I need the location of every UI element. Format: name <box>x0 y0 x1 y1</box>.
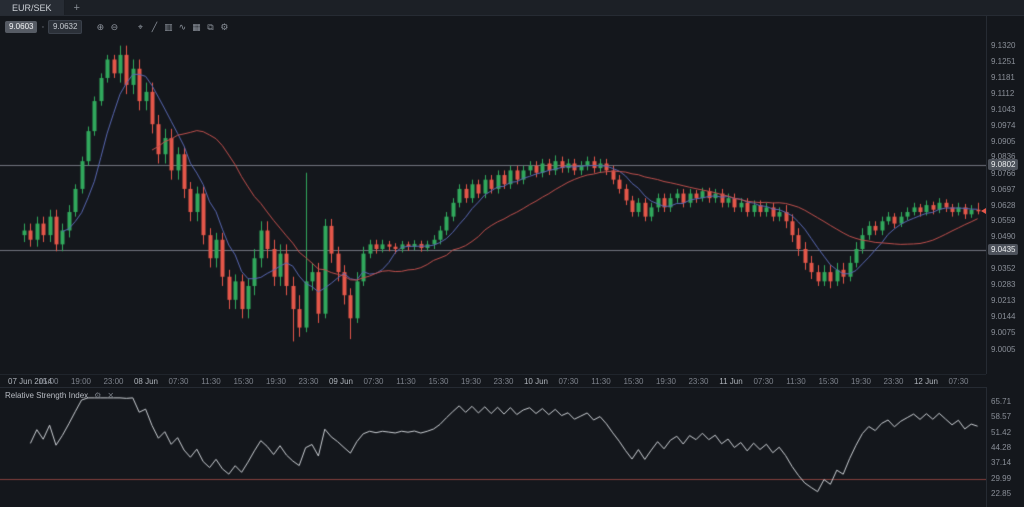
zoom-out-icon[interactable]: ⊖ <box>110 22 119 32</box>
time-axis-label: 09 Jun <box>328 377 354 386</box>
time-axis-label: 19:30 <box>850 377 872 386</box>
time-axis-label: 07:30 <box>168 377 189 386</box>
price-axis-label: 9.0005 <box>991 344 1016 354</box>
price-axis-label: 9.1181 <box>991 72 1015 82</box>
rsi-axis-label: 29.99 <box>991 473 1012 483</box>
time-axis-label: 15:30 <box>623 377 644 386</box>
time-axis[interactable]: 07 Jun 2014 15:00 19:00 23:00 08 Jun 07:30 11:… <box>0 374 986 388</box>
trendline-icon[interactable]: ╱ <box>151 22 158 32</box>
price-axis-label: 9.0213 <box>991 296 1016 306</box>
time-axis-label: 19:30 <box>460 377 482 386</box>
tab-bar: EUR/SEK + <box>0 0 1024 16</box>
time-axis-label: 07:30 <box>363 377 384 386</box>
price-axis-label: 9.1251 <box>991 56 1016 66</box>
rsi-axis-label: 44.28 <box>991 443 1012 453</box>
time-axis-label: 23:30 <box>298 377 319 386</box>
time-axis-label: 15:30 <box>428 377 449 386</box>
rsi-header: Relative Strength Index ⚙ ✕ <box>5 391 114 400</box>
price-axis-label: 9.0490 <box>991 232 1016 242</box>
grid-icon[interactable]: ▦ <box>192 22 201 32</box>
time-axis-label: 11 Jun <box>719 377 743 386</box>
time-axis-label: 23:30 <box>688 377 709 386</box>
candlestick-type-icon[interactable]: ▥ <box>164 22 173 32</box>
price-axis-label: 9.0836 <box>991 152 1016 162</box>
price-axis-label: 9.0559 <box>991 216 1016 226</box>
time-axis-label: 23:30 <box>493 377 514 386</box>
buy-price-button[interactable]: 9.0632 <box>47 20 83 34</box>
rsi-chart-canvas[interactable] <box>0 388 986 507</box>
main-chart-panel: 9.0603 ▫ 9.0632 ⊕ ⊖ ⌖ ╱ ▥ ∿ ▦ ⧉ ⚙ <box>0 15 986 374</box>
time-axis-label: 07 Jun 2014 <box>8 377 53 386</box>
rsi-axis-label: 58.57 <box>991 412 1012 422</box>
candlestick-chart-canvas[interactable] <box>0 15 986 374</box>
price-axis-label: 9.0697 <box>991 184 1016 194</box>
time-axis-label: 12 Jun <box>913 377 939 386</box>
price-axis-label: 9.1043 <box>991 104 1016 114</box>
price-axis-label: 9.0144 <box>991 312 1016 322</box>
time-axis-label: 11:30 <box>786 377 806 386</box>
time-axis-label: 07:30 <box>948 377 969 386</box>
price-axis-label: 9.0974 <box>991 120 1016 130</box>
sell-price-button[interactable]: 9.0603 <box>5 21 38 33</box>
price-axis-label: 9.0905 <box>991 136 1016 146</box>
new-tab-button[interactable]: + <box>73 1 80 14</box>
rsi-title: Relative Strength Index <box>5 391 89 400</box>
last-price-marker <box>981 208 986 215</box>
time-axis-label: 11:30 <box>201 377 221 386</box>
tab-eursek[interactable]: EUR/SEK <box>0 0 65 15</box>
rsi-axis-label: 22.85 <box>991 489 1012 499</box>
price-axis-label: 9.0075 <box>991 328 1016 338</box>
snapshot-icon[interactable]: ⧉ <box>207 22 214 32</box>
toolbar-icons: ⊕ ⊖ ⌖ ╱ ▥ ∿ ▦ ⧉ ⚙ <box>93 21 231 33</box>
indicators-icon[interactable]: ∿ <box>178 22 187 32</box>
gear-icon[interactable]: ⚙ <box>94 391 102 400</box>
crosshair-icon[interactable]: ⌖ <box>137 22 143 32</box>
time-axis-label: 11:30 <box>396 377 416 386</box>
time-axis-label: 11:30 <box>591 377 611 386</box>
price-level-badge[interactable]: 9.0435 <box>988 244 1019 256</box>
rsi-panel: Relative Strength Index ⚙ ✕ <box>0 387 986 507</box>
time-axis-label: 23:30 <box>883 377 904 386</box>
settings-icon[interactable]: ⚙ <box>220 22 229 32</box>
price-axis-label: 9.1320 <box>991 40 1016 50</box>
zoom-in-icon[interactable]: ⊕ <box>96 22 105 32</box>
price-axis-label: 9.0628 <box>991 200 1016 210</box>
time-axis-label: 19:30 <box>265 377 287 386</box>
chart-toolbar: 9.0603 ▫ 9.0632 ⊕ ⊖ ⌖ ╱ ▥ ∿ ▦ ⧉ ⚙ <box>5 20 231 34</box>
time-axis-label: 19:30 <box>655 377 677 386</box>
time-axis-label: 10 Jun <box>523 377 549 386</box>
time-axis-label: 15:30 <box>233 377 254 386</box>
rsi-axis-label: 37.14 <box>991 458 1012 468</box>
price-level-badge[interactable]: 9.0802 <box>988 159 1019 171</box>
price-axis-label: 9.1112 <box>991 88 1015 98</box>
time-axis-label: 07:30 <box>753 377 774 386</box>
price-axis-label: 9.0283 <box>991 280 1016 290</box>
price-axis-label: 9.0352 <box>991 264 1016 274</box>
rsi-axis-label: 65.71 <box>991 396 1012 406</box>
price-axis-label: 9.0766 <box>991 168 1016 178</box>
time-axis-label: 07:30 <box>558 377 579 386</box>
tab-label: EUR/SEK <box>12 2 52 13</box>
time-axis-label: 19:00 <box>70 377 92 386</box>
rsi-axis-label: 51.42 <box>991 427 1012 437</box>
rsi-axis[interactable]: 65.71 58.57 51.42 44.28 37.14 29.99 22.85 <box>986 387 1024 507</box>
time-axis-label: 15:30 <box>818 377 839 386</box>
price-axis[interactable]: 9.1320 9.1251 9.1181 9.1112 9.1043 9.0974 9.09… <box>986 15 1024 374</box>
time-axis-label: 23:00 <box>103 377 124 386</box>
spread-indicator-icon: ▫ <box>41 23 44 31</box>
time-axis-label: 15:00 <box>38 377 59 386</box>
close-icon[interactable]: ✕ <box>107 391 115 400</box>
time-axis-label: 08 Jun <box>133 377 159 386</box>
